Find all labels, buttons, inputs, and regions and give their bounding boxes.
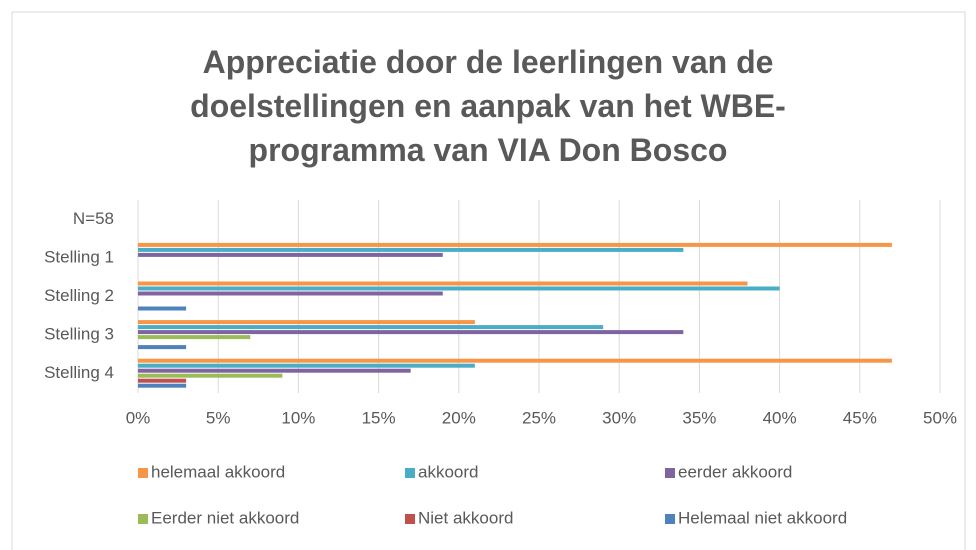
bar: [138, 368, 411, 373]
x-tick-label: 20%: [442, 408, 476, 427]
bar: [138, 281, 748, 286]
bar: [138, 363, 475, 368]
bar: [138, 242, 892, 247]
bar: [138, 345, 187, 350]
y-tick-label: N=58: [73, 209, 114, 228]
legend-swatch: [665, 468, 675, 478]
legend-label: Eerder niet akkoord: [151, 508, 299, 527]
bar: [138, 286, 780, 291]
x-tick-label: 0%: [126, 408, 151, 427]
chart-frame: [11, 11, 966, 550]
bar: [138, 291, 443, 296]
bar: [138, 373, 283, 378]
bar: [138, 252, 443, 257]
legend-swatch: [665, 514, 675, 524]
bar: [138, 320, 475, 325]
x-tick-label: 5%: [206, 408, 231, 427]
bar: [138, 358, 892, 363]
x-tick-label: 25%: [522, 408, 556, 427]
bar: [138, 383, 187, 388]
bar: [138, 330, 684, 335]
legend-swatch: [405, 514, 415, 524]
y-tick-label: Stelling 3: [44, 325, 114, 344]
legend-swatch: [405, 468, 415, 478]
y-tick-label: Stelling 2: [44, 286, 114, 305]
chart-title: Appreciatie door de leerlingen van de do…: [190, 44, 786, 168]
bar: [138, 378, 187, 383]
y-tick-label: Stelling 4: [44, 363, 114, 382]
x-tick-label: 35%: [682, 408, 716, 427]
legend-label: akkoord: [418, 462, 478, 481]
bar: [138, 325, 604, 330]
legend-swatch: [138, 468, 148, 478]
x-tick-label: 40%: [763, 408, 797, 427]
bar: [138, 335, 251, 340]
legend-swatch: [138, 514, 148, 524]
legend-label: Helemaal niet akkoord: [678, 508, 847, 527]
bar: [138, 247, 684, 252]
x-tick-label: 15%: [362, 408, 396, 427]
legend-label: Niet akkoord: [418, 508, 513, 527]
x-tick-label: 10%: [281, 408, 315, 427]
legend-label: helemaal akkoord: [151, 462, 285, 481]
x-tick-label: 30%: [602, 408, 636, 427]
y-tick-label: Stelling 1: [44, 247, 114, 266]
legend-label: eerder akkoord: [678, 462, 792, 481]
bar: [138, 306, 187, 311]
x-tick-label: 50%: [923, 408, 957, 427]
x-tick-label: 45%: [843, 408, 877, 427]
